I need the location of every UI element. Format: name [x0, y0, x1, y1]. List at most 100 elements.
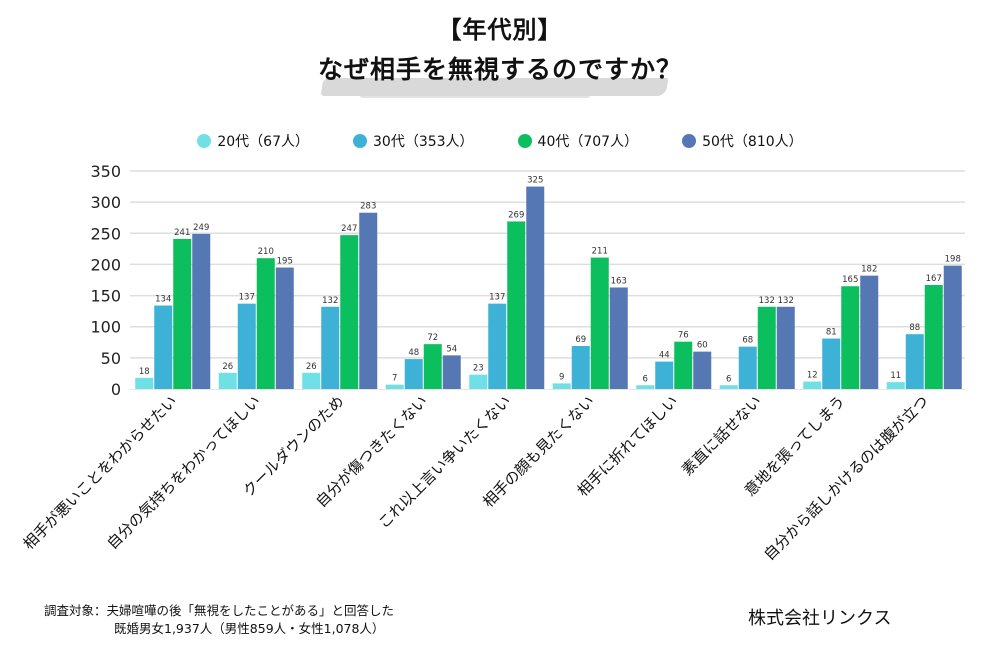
legend-swatch-20s [197, 134, 212, 148]
bar [340, 235, 359, 389]
survey-note: 調査対象：夫婦喧嘩の後「無視をしたことがある」と回答した 既婚男女1,937人（… [44, 602, 394, 638]
bar [655, 361, 674, 389]
legend-item-30s: 30代（353人） [353, 131, 474, 151]
bar-value-label: 132 [778, 296, 794, 306]
bar-value-label: 69 [575, 335, 586, 345]
bar-value-label: 137 [239, 293, 255, 303]
bar [404, 359, 423, 389]
x-category-label: 相手が悪いことをわからせたい [20, 392, 181, 553]
bar [359, 212, 378, 389]
bar-value-label: 44 [659, 351, 670, 361]
y-tick-label: 250 [90, 224, 121, 243]
bar [192, 233, 211, 389]
bar [237, 303, 256, 389]
bar [173, 238, 192, 389]
bar-value-label: 76 [678, 331, 689, 341]
y-axis-ticks: 0 50 100 150 200 250 300 350 [90, 162, 121, 399]
chart-title-line2: なぜ相手を無視するのですか？ [317, 55, 682, 84]
bar-value-label: 132 [759, 296, 775, 306]
chart-title-line1: 【年代別】 [437, 16, 563, 44]
y-tick-label: 150 [90, 287, 121, 306]
bar-value-label: 269 [508, 210, 524, 220]
bar-value-label: 88 [909, 323, 920, 333]
legend-label-50s: 50代（810人） [702, 134, 803, 150]
bar [803, 381, 822, 389]
y-tick-label: 0 [111, 380, 121, 399]
legend-label-20s: 20代（67人） [217, 134, 309, 150]
bar [135, 377, 154, 389]
bar-value-label: 325 [527, 176, 543, 186]
survey-note-line2: 既婚男女1,937人（男性859人・女性1,078人） [114, 621, 385, 636]
y-tick-label: 100 [90, 318, 121, 337]
bar [469, 374, 488, 389]
bar [442, 355, 461, 389]
bar [590, 257, 609, 389]
bar-value-label: 211 [592, 247, 608, 257]
bar-value-label: 241 [174, 228, 190, 238]
bar [488, 303, 507, 389]
legend-item-20s: 20代（67人） [197, 131, 309, 151]
bar [526, 186, 545, 389]
bar-value-label: 137 [489, 293, 505, 303]
bar [841, 286, 860, 389]
x-category-label: 素直に話せない [678, 392, 765, 479]
legend-label-30s: 30代（353人） [373, 134, 474, 150]
bar [757, 306, 776, 389]
bar [860, 275, 879, 389]
bar-value-label: 23 [473, 364, 484, 374]
bar-value-label: 11 [890, 371, 901, 381]
legend-swatch-40s [517, 134, 532, 148]
y-tick-label: 300 [90, 193, 121, 212]
bar [943, 265, 962, 389]
x-category-label: 自分の気持ちをわかってほしい [103, 392, 264, 553]
bar [776, 306, 795, 389]
bar [218, 372, 237, 389]
bar [886, 382, 905, 389]
bar [552, 383, 571, 389]
bar-value-label: 6 [726, 374, 731, 384]
bar [738, 346, 757, 389]
bar [507, 221, 526, 389]
bar-value-label: 195 [277, 257, 293, 267]
bar-value-label: 167 [926, 274, 942, 284]
bar [609, 287, 628, 389]
bar [385, 384, 404, 389]
bar [905, 334, 924, 389]
x-axis-labels: 相手が悪いことをわからせたい自分の気持ちをわかってほしいクールダウンのため自分が… [20, 392, 933, 564]
y-tick-label: 50 [101, 349, 121, 368]
bar-value-label: 210 [258, 247, 274, 257]
bar-value-label: 249 [193, 223, 209, 233]
y-tick-label: 200 [90, 255, 121, 274]
bar-value-label: 26 [222, 362, 233, 372]
bar [719, 385, 738, 389]
survey-note-line1: 調査対象：夫婦喧嘩の後「無視をしたことがある」と回答した [44, 603, 395, 618]
legend-swatch-30s [353, 134, 367, 148]
legend-item-50s: 50代（810人） [682, 131, 803, 151]
bar-value-label: 134 [155, 295, 171, 305]
bar [154, 305, 173, 389]
bar-value-label: 6 [643, 374, 648, 384]
bar-value-label: 198 [945, 255, 961, 265]
bar [423, 344, 442, 389]
bar-value-label: 48 [408, 348, 419, 358]
bar-value-label: 26 [306, 362, 317, 372]
bar-value-label: 54 [446, 344, 457, 354]
bar-value-label: 247 [341, 224, 357, 234]
bar-value-label: 81 [826, 328, 837, 338]
bar [302, 372, 321, 389]
legend-label-40s: 40代（707人） [537, 134, 639, 150]
legend-swatch-50s [682, 134, 697, 148]
bar-value-label: 163 [611, 276, 627, 286]
bar-value-label: 18 [139, 367, 150, 377]
bar [571, 346, 590, 389]
bar-value-label: 165 [842, 275, 858, 285]
y-tick-label: 350 [90, 162, 121, 181]
bar-value-label: 72 [427, 333, 438, 343]
legend: 20代（67人） 30代（353人） 40代（707人） 50代（810人） [0, 131, 1000, 151]
bar [822, 338, 841, 389]
bar [256, 258, 275, 389]
x-category-label: これ以上言い争いたくない [375, 392, 515, 532]
bar [275, 267, 294, 389]
